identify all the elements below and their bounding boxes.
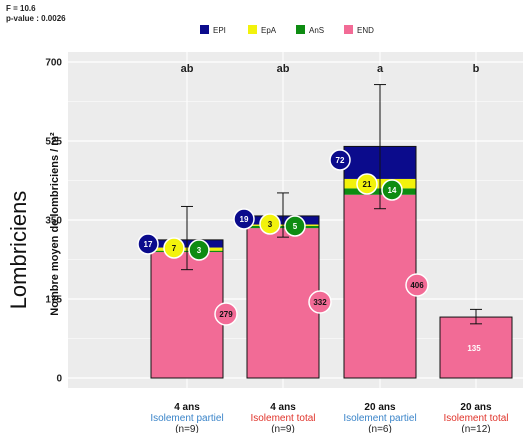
category-label-isolation: Isolement partiel <box>150 413 223 424</box>
data-label-epa: 3 <box>268 220 273 229</box>
category-label-n: (n=9) <box>271 424 295 433</box>
category-label-period: 4 ans <box>270 402 296 413</box>
data-label-end: 135 <box>467 344 481 353</box>
data-label-bubble-end <box>405 273 429 297</box>
data-label-ans: 5 <box>293 222 298 231</box>
legend-label-epa: EpA <box>261 26 277 35</box>
legend-swatch-end <box>344 25 353 34</box>
significance-letter: ab <box>181 63 194 75</box>
bar-segment-end <box>247 228 319 378</box>
y-tick-label: 700 <box>45 58 62 69</box>
y-tick-label: 175 <box>45 295 62 306</box>
data-label-bubble-end <box>214 302 238 326</box>
legend-label-end: END <box>357 26 374 35</box>
data-label-bubble-epi <box>137 233 159 255</box>
category-label-period: 4 ans <box>174 402 200 413</box>
data-label-bubble-epa <box>259 213 281 235</box>
p-value: p-value : 0.0026 <box>6 14 66 23</box>
stats-annotation: F = 10.6 p-value : 0.0026 <box>6 4 66 24</box>
data-label-epa: 21 <box>363 180 372 189</box>
data-label-ans: 3 <box>197 246 202 255</box>
category-label-isolation: Isolement total <box>443 413 508 424</box>
data-label-ans: 14 <box>388 186 397 195</box>
bar-segment-end <box>344 194 416 378</box>
category-label-isolation: Isolement total <box>250 413 315 424</box>
data-label-epi: 72 <box>336 156 345 165</box>
category-label-n: (n=6) <box>368 424 392 433</box>
legend-swatch-epi <box>200 25 209 34</box>
data-label-bubble-end <box>308 290 332 314</box>
category-label-period: 20 ans <box>460 402 492 413</box>
data-label-bubble-epa <box>356 173 378 195</box>
data-label-end: 332 <box>313 298 327 307</box>
category-label-n: (n=9) <box>175 424 199 433</box>
f-statistic: F = 10.6 <box>6 4 36 13</box>
data-label-end: 406 <box>410 281 424 290</box>
legend-label-epi: EPI <box>213 26 226 35</box>
data-label-bubble-epi <box>329 149 351 171</box>
data-label-epi: 17 <box>144 240 153 249</box>
data-label-bubble-ans <box>381 179 403 201</box>
data-label-epa: 7 <box>172 244 177 253</box>
data-label-bubble-ans <box>284 215 306 237</box>
data-label-bubble-ans <box>188 239 210 261</box>
y-tick-label: 350 <box>45 216 62 227</box>
data-label-epi: 19 <box>240 215 249 224</box>
y-tick-label: 525 <box>45 137 62 148</box>
category-label-n: (n=12) <box>461 424 490 433</box>
data-label-end: 279 <box>219 310 233 319</box>
bar-segment-end <box>440 317 512 378</box>
y-axis-label: Nombre moyen de lombriciens / m² <box>49 132 61 316</box>
legend-swatch-ans <box>296 25 305 34</box>
significance-letter: ab <box>277 63 290 75</box>
legend-swatch-epa <box>248 25 257 34</box>
data-label-bubble-epi <box>233 208 255 230</box>
legend-label-ans: AnS <box>309 26 324 35</box>
category-label-isolation: Isolement partiel <box>343 413 416 424</box>
data-label-bubble-epa <box>163 237 185 259</box>
significance-letter: a <box>377 63 384 75</box>
y-tick-label: 0 <box>56 374 62 385</box>
bar-segment-end <box>151 252 223 378</box>
significance-letter: b <box>473 63 480 75</box>
category-label-period: 20 ans <box>364 402 396 413</box>
